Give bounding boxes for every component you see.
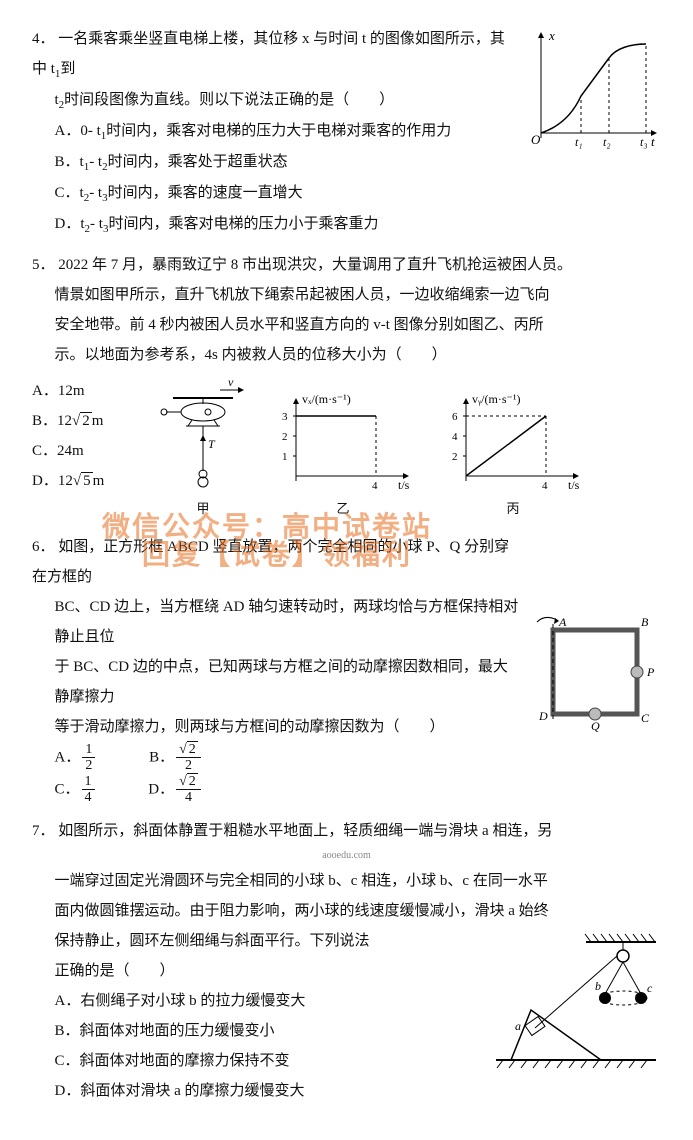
q6-option-b: B．22 bbox=[149, 742, 203, 774]
label-jia: 甲 bbox=[158, 496, 248, 522]
axis-y: x bbox=[548, 28, 555, 43]
svg-text:P: P bbox=[646, 665, 655, 679]
q7-option-d: D．斜面体对滑块 a 的摩擦力缓慢变大 bbox=[55, 1076, 662, 1106]
q7-figure: b c a bbox=[491, 930, 661, 1080]
svg-text:B: B bbox=[641, 615, 649, 629]
q7-stem-4: 保持静止，圆环左侧细绳与斜面平行。下列说法 bbox=[55, 933, 370, 949]
svg-text:vₓ/(m·s⁻¹): vₓ/(m·s⁻¹) bbox=[302, 392, 351, 406]
q7-number: 7． bbox=[32, 823, 55, 839]
q7-stem-3: 面内做圆锥摆运动。由于阻力影响，两小球的线速度缓慢减小，滑块 a 始终 bbox=[55, 903, 549, 919]
svg-text:t/s: t/s bbox=[398, 478, 410, 492]
svg-text:2: 2 bbox=[282, 431, 288, 443]
q6-stem-2: BC、CD 边上，当方框绕 AD 轴匀速转动时，两球均恰与方框保持相对静止且位 bbox=[55, 599, 519, 645]
q6-figure: A B D C P Q bbox=[531, 612, 661, 732]
svg-text:T: T bbox=[208, 437, 216, 451]
q6-stem-4: 等于滑动摩擦力，则两球与方框间的动摩擦因数为（ ） bbox=[55, 719, 445, 735]
q5-stem-1: 2022 年 7 月，暴雨致辽宁 8 市出现洪灾，大量调用了直升飞机抢运被困人员… bbox=[58, 257, 572, 273]
q6-option-c: C．14 bbox=[55, 774, 97, 806]
svg-text:1: 1 bbox=[282, 451, 288, 463]
q6-stem-1: 如图，正方形框 ABCD 竖直放置，两个完全相同的小球 P、Q 分别穿在方框的 bbox=[32, 539, 509, 585]
q4-option-c: C．t2‑ t3时间内，乘客的速度一直增大 bbox=[55, 178, 662, 209]
svg-text:Q: Q bbox=[591, 719, 600, 732]
svg-text:D: D bbox=[538, 709, 548, 723]
q4-graph: O x t t₁ t₂ t₃ bbox=[521, 28, 661, 153]
tiny-watermark: aooedu.com bbox=[32, 846, 661, 866]
svg-text:4: 4 bbox=[372, 480, 378, 492]
q5-option-c: C．24m bbox=[32, 436, 142, 466]
tick-t3: t₃ bbox=[640, 135, 648, 149]
q6-number: 6． bbox=[32, 539, 55, 555]
q7-stem-5: 正确的是（ ） bbox=[55, 963, 175, 979]
svg-text:v: v bbox=[228, 376, 234, 389]
axis-x: t bbox=[651, 134, 655, 149]
q5-number: 5． bbox=[32, 257, 55, 273]
q7-stem-1: 如图所示，斜面体静置于粗糙水平地面上，轻质细绳一端与滑块 a 相连，另 bbox=[58, 823, 552, 839]
axis-o: O bbox=[531, 132, 541, 147]
watermark-2: 回复【试卷】领福利 bbox=[142, 528, 412, 584]
question-5: 5． 2022 年 7 月，暴雨致辽宁 8 市出现洪灾，大量调用了直升飞机抢运被… bbox=[32, 250, 661, 522]
svg-text:t/s: t/s bbox=[568, 478, 580, 492]
svg-text:b: b bbox=[595, 979, 601, 993]
svg-text:c: c bbox=[647, 981, 653, 995]
q5-fig-yi: vₓ/(m·s⁻¹) t/s 1 2 3 4 乙 bbox=[268, 391, 418, 522]
tick-t2: t₂ bbox=[603, 135, 611, 149]
q4-number: 4． bbox=[32, 31, 55, 47]
svg-text:2: 2 bbox=[452, 451, 458, 463]
q5-option-a: A．12m bbox=[32, 376, 142, 406]
q5-option-b: B．122m bbox=[32, 406, 142, 436]
q7-stem-2: 一端穿过固定光滑圆环与完全相同的小球 b、c 相连，小球 b、c 在同一水平 bbox=[55, 873, 548, 889]
svg-text:C: C bbox=[641, 711, 650, 725]
svg-text:A: A bbox=[558, 615, 567, 629]
svg-text:vᵧ/(m·s⁻¹): vᵧ/(m·s⁻¹) bbox=[472, 392, 520, 406]
q5-fig-bing: vᵧ/(m·s⁻¹) t/s 2 4 6 4 丙 bbox=[438, 391, 588, 522]
q5-stem-2: 情景如图甲所示，直升飞机放下绳索吊起被困人员，一边收缩绳索一边飞向 bbox=[55, 287, 550, 303]
svg-text:4: 4 bbox=[542, 480, 548, 492]
q5-fig-jia: v T 甲 bbox=[158, 376, 248, 522]
question-6: 回复【试卷】领福利 A B D C P Q 6． 如图，正方形框 ABCD 竖直… bbox=[32, 532, 661, 806]
q6-option-d: D．24 bbox=[148, 774, 203, 806]
svg-text:3: 3 bbox=[282, 411, 288, 423]
q5-stem-3: 安全地带。前 4 秒内被困人员水平和竖直方向的 v‑t 图像分别如图乙、丙所 bbox=[55, 317, 544, 333]
label-yi: 乙 bbox=[268, 496, 418, 522]
q4-option-d: D．t2‑ t3时间内，乘客对电梯的压力小于乘客重力 bbox=[55, 209, 662, 240]
question-7: 7． 如图所示，斜面体静置于粗糙水平地面上，轻质细绳一端与滑块 a 相连，另 a… bbox=[32, 816, 661, 1106]
q4-stem-a: 一名乘客乘坐竖直电梯上楼，其位移 x 与时间 t 的图像如图所示，其中 t bbox=[32, 31, 505, 77]
q4-stem-d: 时间段图像为直线。则以下说法正确的是（ ） bbox=[64, 92, 394, 108]
svg-text:6: 6 bbox=[452, 411, 458, 423]
q6-stem-3: 于 BC、CD 边的中点，已知两球与方框之间的动摩擦因数相同，最大静摩擦力 bbox=[55, 659, 508, 705]
tick-t1: t₁ bbox=[575, 135, 583, 149]
question-4: O x t t₁ t₂ t₃ 4． 一名乘客乘坐竖直电梯上楼，其位移 x 与时间… bbox=[32, 24, 661, 240]
svg-text:4: 4 bbox=[452, 431, 458, 443]
q5-stem-4: 示。以地面为参考系，4s 内被救人员的位移大小为（ ） bbox=[55, 347, 447, 363]
q5-option-d: D．125m bbox=[32, 466, 142, 496]
label-bing: 丙 bbox=[438, 496, 588, 522]
svg-text:a: a bbox=[515, 1019, 521, 1033]
q6-option-a: A．12 bbox=[55, 742, 98, 774]
